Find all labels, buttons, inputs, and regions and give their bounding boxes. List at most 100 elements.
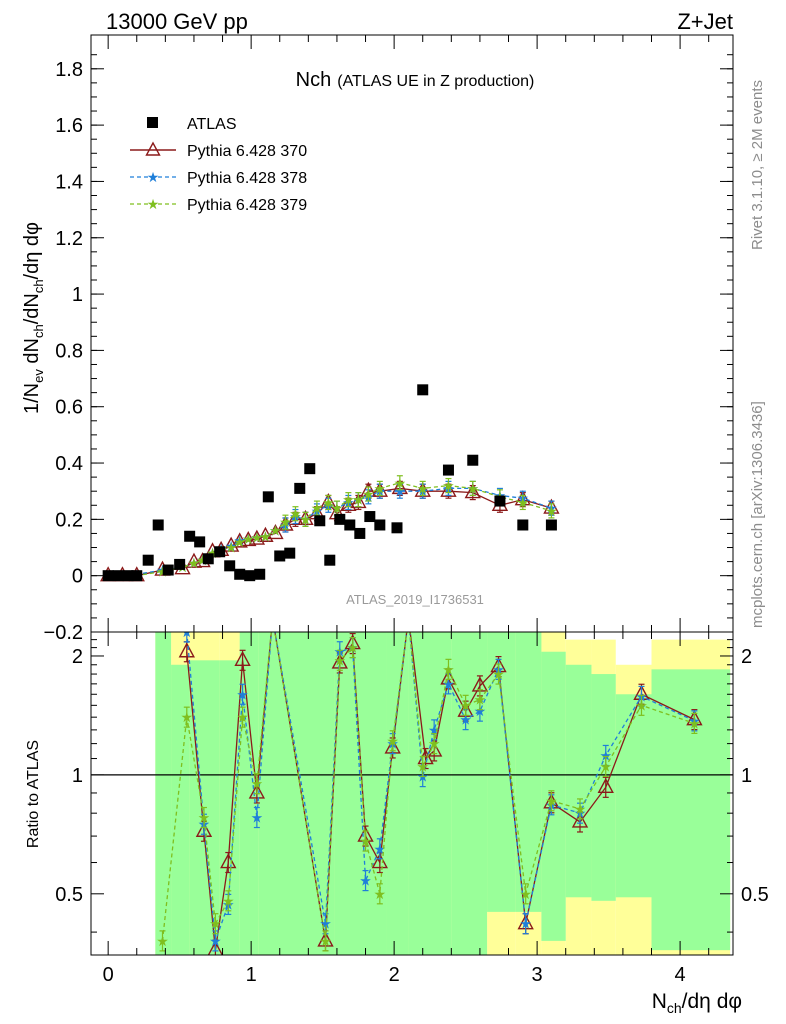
legend-378-label: Pythia 6.428 378 — [187, 170, 307, 187]
atlas-data-point — [122, 570, 134, 582]
ratio-series-370-point — [371, 853, 389, 869]
atlas-data-point — [244, 570, 256, 582]
series-379-point: ★ — [342, 492, 355, 508]
ratio-y-tick-label-left: 0.5 — [55, 884, 83, 906]
series-378-point: ★ — [225, 538, 238, 554]
ratio-series-379-point: ★ — [359, 833, 372, 849]
series-379-point: ★ — [331, 500, 344, 516]
main-y-tick-label: 0 — [72, 566, 83, 588]
ratio-series-379-point: ★ — [574, 801, 587, 817]
main-plot-area: ★ ★★★ ★★★★★★★★★★★★★★★★ ★ ★ ★ ★ ★ ★★★★★★ ★★★★★★★★★… — [99, 384, 560, 584]
rivet-version-label: Rivet 3.1.10, ≥ 2M events — [749, 80, 766, 250]
ratio-series-379-point: ★ — [374, 886, 387, 902]
series-379-point: ★ — [242, 531, 255, 547]
series-379-point: ★ — [442, 478, 455, 494]
series-379-point: ★ — [394, 475, 407, 491]
plot-title-main: Nch — [296, 69, 332, 91]
legend-370-triangle-marker — [145, 141, 161, 156]
atlas-data-point — [364, 511, 376, 523]
ratio-series-378-point: ★ — [474, 703, 487, 719]
series-379-point: ★ — [233, 534, 246, 550]
ratio-series-379-point: ★ — [209, 916, 222, 932]
series-379-point: ★ — [466, 480, 479, 496]
atlas-data-point — [374, 519, 386, 531]
series-379-point: ★ — [374, 480, 387, 496]
x-tick-label: 3 — [532, 964, 543, 986]
atlas-data-point — [294, 482, 306, 494]
legend-370-label: Pythia 6.428 370 — [187, 143, 307, 160]
ratio-axes: 0.5 0.5 1 1 2 2 0 1 2 3 4 — [55, 632, 769, 986]
ratio-uncertainty-band-green — [565, 664, 592, 898]
ratio-series-379-point: ★ — [346, 640, 359, 656]
atlas-data-point — [262, 491, 274, 503]
legend-379-label: Pythia 6.428 379 — [187, 197, 307, 214]
atlas-data-point — [284, 547, 296, 559]
ratio-series-378-point: ★ — [599, 747, 612, 763]
ratio-panel: ★★★★★★★★ ★★★★★★★★★★★★★★★★★★★★★★★★★★★★★★★★… — [25, 631, 769, 1016]
series-379-point: ★ — [225, 540, 238, 556]
ratio-series-378-point: ★ — [319, 916, 332, 932]
legend-entry-pythia-378: ★ Pythia 6.428 378 — [130, 169, 307, 187]
ratio-series-378-point: ★ — [519, 916, 532, 932]
series-378-line — [108, 487, 552, 577]
ratio-series-379-point: ★ — [545, 793, 558, 809]
series-378-point: ★ — [394, 483, 407, 499]
ratio-series-379-point: ★ — [222, 893, 235, 909]
ratio-series-370-point — [248, 783, 266, 799]
ratio-series-379-point: ★ — [442, 661, 455, 677]
atlas-data-point — [324, 554, 336, 566]
legend-378-star-marker: ★ — [147, 169, 160, 185]
atlas-data-point — [214, 546, 226, 558]
ratio-series-379-point: ★ — [334, 652, 347, 668]
ratio-series-378-point: ★ — [359, 873, 372, 889]
ratio-series-378-point: ★ — [428, 722, 441, 738]
ratio-plot-area: ★★★★★★★★ ★★★★★★★★★★★★★★★★★★★★★★★★★★★★★★★★… — [91, 632, 733, 955]
main-y-tick-label: 0.8 — [55, 340, 83, 362]
ratio-series-378-point: ★ — [236, 686, 249, 702]
atlas-data-point — [442, 464, 454, 476]
ratio-y-tick-label-right: 2 — [741, 646, 752, 668]
atlas-data-point — [152, 519, 164, 531]
ratio-series-370-point — [597, 777, 614, 794]
legend-entry-atlas: ATLAS — [147, 116, 237, 133]
ratio-series-379-point: ★ — [198, 810, 211, 826]
plot-title-sub: (ATLAS UE in Z production) — [337, 73, 534, 90]
x-tick-label: 2 — [389, 964, 400, 986]
atlas-data-point — [274, 550, 286, 562]
atlas-data-point — [224, 560, 236, 572]
ratio-series-379-point: ★ — [428, 736, 441, 752]
series-379-point: ★ — [517, 494, 530, 510]
mcplots-label: mcplots.cern.ch [arXiv:1306.3436] — [749, 401, 766, 628]
x-tick-label: 1 — [246, 964, 257, 986]
ratio-series-379-point: ★ — [519, 886, 532, 902]
ratio-series-379-point: ★ — [635, 697, 648, 713]
atlas-data-point — [131, 570, 143, 582]
atlas-data-point — [334, 513, 346, 525]
atlas-data-point — [314, 515, 326, 527]
ratio-series-370-point — [178, 642, 195, 658]
ratio-uncertainty-band-green — [541, 651, 566, 941]
atlas-data-point — [142, 554, 154, 566]
main-y-tick-label: −0.2 — [44, 622, 83, 644]
ratio-frame — [90, 631, 734, 956]
series-379-point: ★ — [322, 494, 335, 510]
x-tick-label: 0 — [103, 964, 114, 986]
ratio-y-axis-title: Ratio to ATLAS — [25, 740, 42, 848]
x-tick-label: 4 — [675, 964, 686, 986]
ratio-series-379-point: ★ — [416, 759, 429, 775]
atlas-data-point — [254, 568, 266, 580]
ratio-uncertainty-band-green — [155, 632, 172, 955]
main-y-tick-label: 0.2 — [55, 509, 83, 531]
series-370-point — [464, 483, 481, 499]
atlas-data-point — [344, 519, 356, 531]
ratio-uncertainty-band-green — [615, 694, 652, 898]
ratio-series-378-point: ★ — [251, 810, 264, 826]
legend-entry-pythia-370: Pythia 6.428 370 — [130, 141, 307, 160]
ratio-series-378-point: ★ — [459, 712, 472, 728]
legend-atlas-square-marker — [147, 117, 158, 128]
atlas-data-point — [494, 495, 506, 507]
ratio-uncertainty-band-green — [591, 674, 616, 901]
ratio-series-370-point — [234, 650, 251, 667]
atlas-data-point — [102, 570, 114, 582]
